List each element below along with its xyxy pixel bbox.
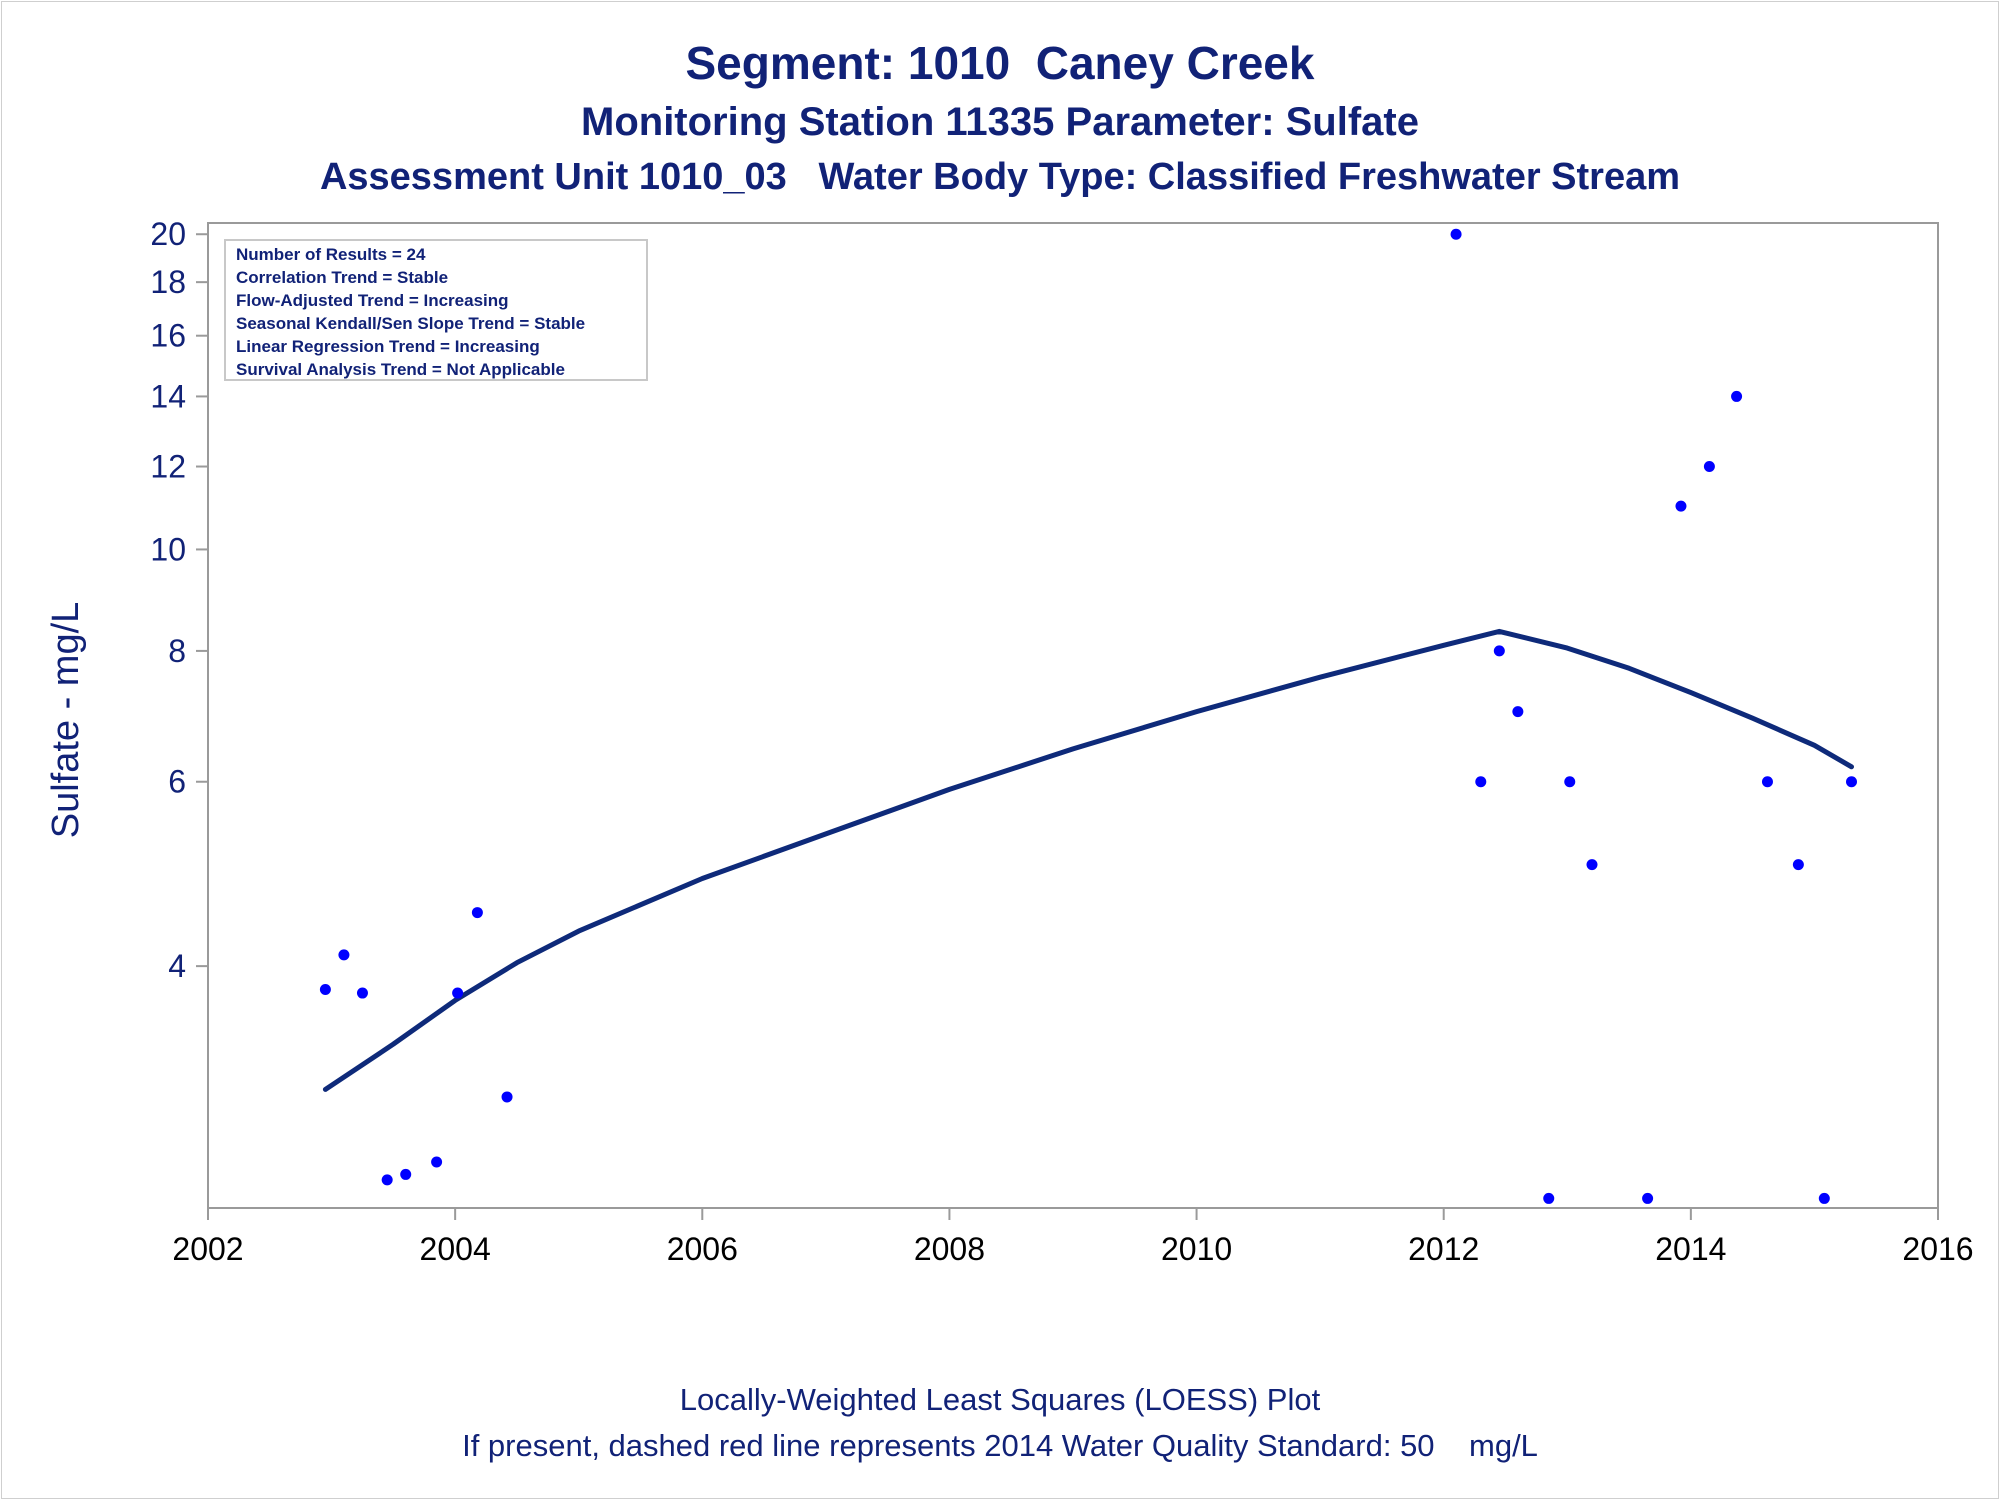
y-tick-label: 18	[150, 264, 186, 300]
x-tick-label: 2016	[1902, 1231, 1973, 1267]
footnote-loess: Locally-Weighted Least Squares (LOESS) P…	[679, 1382, 1321, 1417]
data-point	[1792, 859, 1804, 871]
y-tick-label: 14	[150, 378, 186, 414]
chart-title: Segment: 1010 Caney Creek	[685, 37, 1315, 89]
data-point	[356, 987, 368, 999]
x-tick-label: 2010	[1161, 1231, 1232, 1267]
data-point	[1818, 1192, 1830, 1204]
chart-subtitle: Monitoring Station 11335 Parameter: Sulf…	[581, 100, 1419, 144]
stats-line: Correlation Trend = Stable	[236, 268, 448, 287]
y-axis-label: Sulfate - mg/L	[45, 602, 87, 839]
y-tick-label: 16	[150, 318, 186, 354]
data-point	[1761, 776, 1773, 788]
data-point	[1703, 461, 1715, 473]
y-tick-label: 8	[168, 633, 186, 669]
data-point	[1543, 1192, 1555, 1204]
data-point	[1564, 776, 1576, 788]
stats-box	[224, 239, 648, 381]
y-tick-label: 10	[150, 531, 186, 567]
data-point	[431, 1156, 443, 1168]
data-point	[452, 987, 464, 999]
data-point	[338, 949, 350, 961]
data-point	[1642, 1192, 1654, 1204]
stats-line: Flow-Adjusted Trend = Increasing	[236, 291, 509, 310]
data-point	[1493, 645, 1505, 657]
x-tick-label: 2002	[172, 1231, 243, 1267]
y-tick-label: 12	[150, 449, 186, 485]
chart-subtitle-2: Assessment Unit 1010_03 Water Body Type:…	[319, 156, 1681, 198]
stats-line: Linear Regression Trend = Increasing	[236, 337, 540, 356]
plot-area	[207, 222, 1939, 1209]
data-point	[1512, 706, 1524, 718]
data-point	[1846, 776, 1857, 788]
y-tick-label: 20	[150, 216, 186, 252]
x-tick-label: 2006	[667, 1231, 738, 1267]
x-tick-label: 2012	[1408, 1231, 1479, 1267]
footnote-standard: If present, dashed red line represents 2…	[462, 1428, 1538, 1463]
data-point	[1731, 390, 1743, 402]
stats-line: Number of Results = 24	[236, 245, 426, 264]
stats-line: Survival Analysis Trend = Not Applicable	[236, 360, 565, 379]
y-tick-label: 4	[168, 948, 186, 984]
data-point	[319, 983, 331, 995]
x-tick-label: 2004	[420, 1231, 491, 1267]
data-point	[1675, 500, 1687, 512]
data-point	[1586, 859, 1598, 871]
data-point	[400, 1168, 412, 1180]
x-tick-label: 2008	[914, 1231, 985, 1267]
data-point	[1475, 776, 1487, 788]
data-point	[1450, 228, 1462, 240]
y-tick-label: 6	[168, 764, 186, 800]
x-tick-label: 2014	[1655, 1231, 1726, 1267]
data-point	[471, 907, 483, 919]
stats-line: Seasonal Kendall/Sen Slope Trend = Stabl…	[236, 314, 585, 333]
loess-curve	[322, 628, 1854, 1092]
data-point	[381, 1174, 393, 1186]
data-point	[501, 1091, 513, 1103]
